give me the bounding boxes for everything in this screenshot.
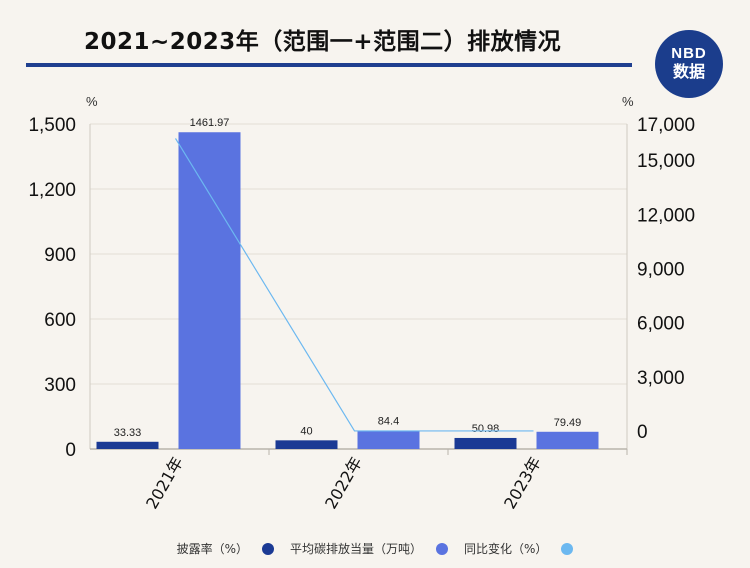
- legend-dot-emission: [436, 542, 448, 555]
- bar-emission: [357, 430, 420, 449]
- title-underline: [26, 63, 632, 67]
- y-left-unit: %: [86, 94, 98, 109]
- legend-item-emission[interactable]: 平均碳排放当量（万吨）: [290, 540, 448, 557]
- chart-title: 2021~2023年（范围一+范围二）排放情况: [84, 29, 562, 55]
- y-left-tick-label: 1,500: [28, 115, 76, 136]
- bar-value-label: 33.33: [114, 427, 142, 439]
- bar-value-label: 40: [300, 425, 312, 437]
- y-right-tick-label: 6,000: [637, 314, 685, 335]
- y-right-tick-label: 12,000: [637, 205, 695, 226]
- y-right-tick-label: 9,000: [637, 259, 685, 280]
- y-right-tick-label: 3,000: [637, 368, 685, 389]
- legend-item-yoy[interactable]: 同比变化（%）: [464, 540, 574, 557]
- y-left-tick-label: 600: [44, 310, 76, 331]
- legend: 披露率（%） 平均碳排放当量（万吨） 同比变化（%）: [0, 540, 750, 557]
- bar-value-label: 1461.97: [190, 117, 230, 129]
- legend-label-yoy: 同比变化（%）: [464, 542, 548, 556]
- nbd-logo: NBD 数据: [655, 30, 723, 98]
- x-tick-label: 2021年: [142, 454, 187, 513]
- legend-dot-yoy: [561, 542, 574, 555]
- bar-disclosure: [275, 440, 338, 449]
- logo-text-bottom: 数据: [672, 62, 705, 81]
- logo-text-top: NBD: [671, 45, 707, 62]
- legend-item-disclosure[interactable]: 披露率（%）: [177, 540, 274, 557]
- y-right-tick-label: 0: [637, 422, 648, 443]
- x-tick-label: 2023年: [500, 454, 545, 513]
- y-left-tick-label: 1,200: [28, 180, 76, 201]
- x-tick-label: 2022年: [321, 454, 366, 513]
- bar-emission: [178, 132, 241, 449]
- y-right-tick-label: 17,000: [637, 115, 695, 136]
- legend-dot-disclosure: [261, 542, 274, 555]
- bar-disclosure: [454, 437, 517, 449]
- bar-value-label: 50.98: [472, 423, 500, 435]
- line-yoy: [174, 138, 534, 432]
- y-left-tick-label: 900: [44, 245, 76, 266]
- bar-value-label: 84.4: [378, 416, 399, 428]
- y-right-tick-label: 15,000: [637, 151, 695, 172]
- y-right-unit: %: [622, 94, 634, 109]
- bar-disclosure: [96, 441, 159, 449]
- legend-label-disclosure: 披露率（%）: [176, 542, 248, 556]
- chart-canvas: 0 300 600 900 1,200 1,500 0 3,000 6,000 9,000 12,0…: [28, 94, 695, 513]
- bar-emission: [536, 431, 599, 449]
- bar-value-label: 79.49: [554, 417, 582, 429]
- y-left-tick-label: 0: [65, 440, 76, 461]
- legend-label-emission: 平均碳排放当量（万吨）: [289, 542, 422, 556]
- y-left-tick-label: 300: [44, 375, 76, 396]
